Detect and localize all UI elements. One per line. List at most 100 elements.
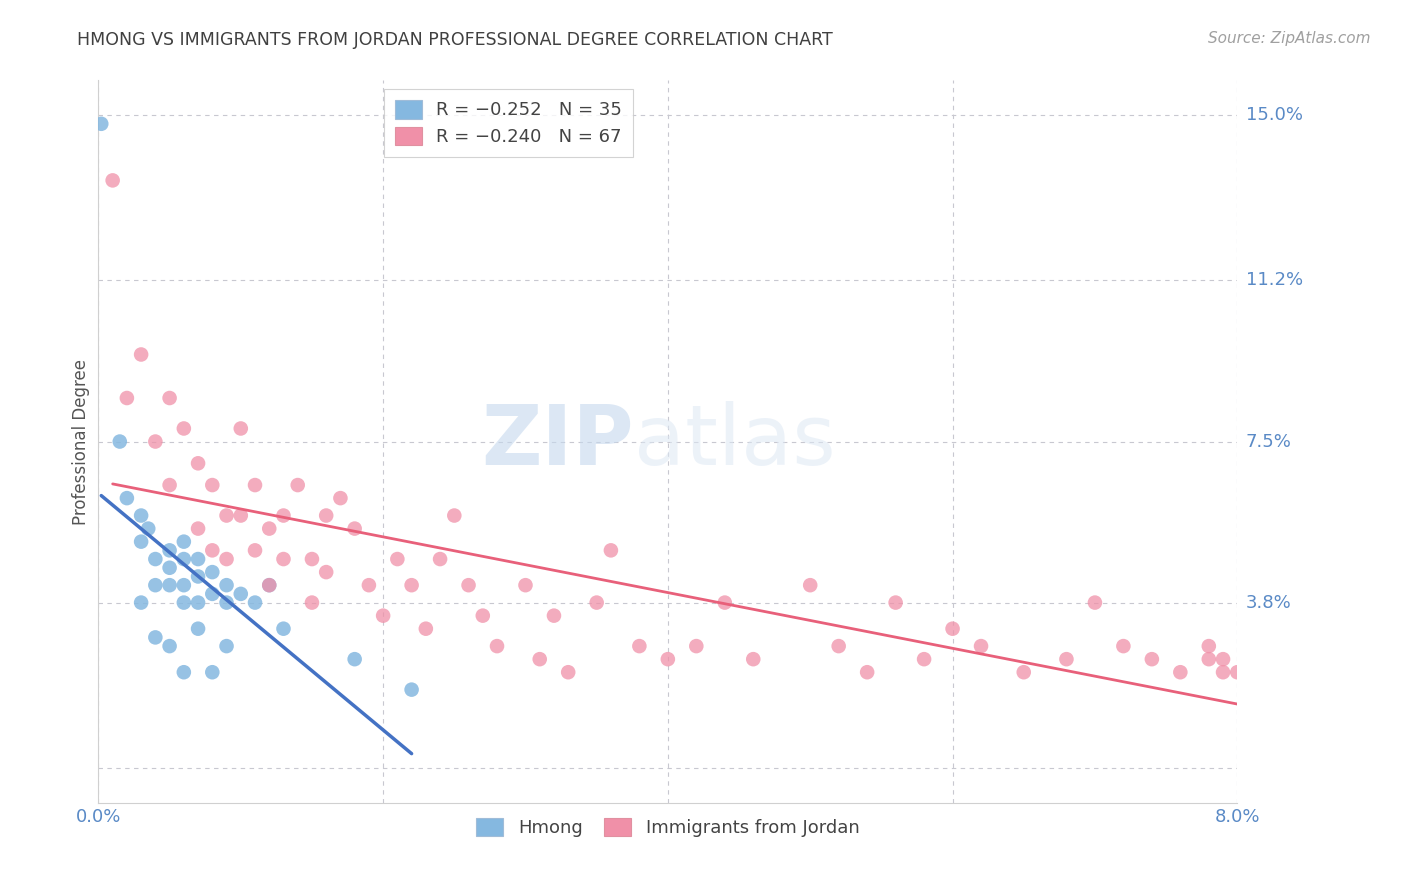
- Point: [187, 456, 209, 470]
- Text: 7.5%: 7.5%: [1246, 433, 1292, 450]
- Point: [159, 478, 181, 492]
- Point: [443, 508, 465, 523]
- Point: [259, 578, 281, 592]
- Point: [329, 491, 352, 505]
- Point: [187, 596, 209, 610]
- Point: [557, 665, 579, 680]
- Point: [1212, 652, 1234, 666]
- Point: [243, 478, 266, 492]
- Point: [173, 534, 195, 549]
- Legend: Hmong, Immigrants from Jordan: Hmong, Immigrants from Jordan: [470, 811, 866, 845]
- Text: HMONG VS IMMIGRANTS FROM JORDAN PROFESSIONAL DEGREE CORRELATION CHART: HMONG VS IMMIGRANTS FROM JORDAN PROFESSI…: [77, 31, 834, 49]
- Point: [115, 491, 138, 505]
- Point: [187, 522, 209, 536]
- Text: atlas: atlas: [634, 401, 835, 482]
- Point: [343, 652, 366, 666]
- Point: [515, 578, 537, 592]
- Point: [145, 434, 167, 449]
- Y-axis label: Professional Degree: Professional Degree: [72, 359, 90, 524]
- Point: [173, 552, 195, 566]
- Point: [429, 552, 451, 566]
- Point: [215, 508, 238, 523]
- Point: [187, 569, 209, 583]
- Point: [273, 622, 295, 636]
- Point: [159, 578, 181, 592]
- Point: [173, 421, 195, 435]
- Point: [229, 421, 252, 435]
- Point: [273, 552, 295, 566]
- Point: [187, 622, 209, 636]
- Point: [159, 561, 181, 575]
- Point: [173, 665, 195, 680]
- Point: [259, 522, 281, 536]
- Point: [243, 543, 266, 558]
- Point: [1084, 596, 1107, 610]
- Point: [1198, 639, 1220, 653]
- Point: [215, 578, 238, 592]
- Text: Source: ZipAtlas.com: Source: ZipAtlas.com: [1208, 31, 1371, 46]
- Point: [685, 639, 707, 653]
- Point: [1012, 665, 1035, 680]
- Point: [301, 552, 323, 566]
- Point: [108, 434, 131, 449]
- Point: [912, 652, 935, 666]
- Point: [173, 596, 195, 610]
- Point: [387, 552, 409, 566]
- Point: [970, 639, 993, 653]
- Point: [1226, 665, 1249, 680]
- Point: [657, 652, 679, 666]
- Point: [159, 543, 181, 558]
- Point: [301, 596, 323, 610]
- Point: [585, 596, 607, 610]
- Point: [371, 608, 394, 623]
- Point: [201, 478, 224, 492]
- Point: [714, 596, 737, 610]
- Point: [129, 508, 152, 523]
- Point: [343, 522, 366, 536]
- Text: ZIP: ZIP: [481, 401, 634, 482]
- Point: [145, 631, 167, 645]
- Point: [401, 578, 423, 592]
- Point: [457, 578, 479, 592]
- Text: 15.0%: 15.0%: [1246, 106, 1302, 124]
- Point: [201, 587, 224, 601]
- Point: [129, 534, 152, 549]
- Point: [145, 552, 167, 566]
- Point: [229, 587, 252, 601]
- Point: [315, 565, 337, 579]
- Point: [215, 639, 238, 653]
- Point: [259, 578, 281, 592]
- Point: [229, 508, 252, 523]
- Point: [1140, 652, 1163, 666]
- Point: [159, 391, 181, 405]
- Point: [942, 622, 965, 636]
- Point: [215, 552, 238, 566]
- Point: [201, 543, 224, 558]
- Point: [1112, 639, 1135, 653]
- Point: [799, 578, 821, 592]
- Point: [159, 639, 181, 653]
- Point: [357, 578, 380, 592]
- Point: [486, 639, 509, 653]
- Point: [201, 565, 224, 579]
- Point: [115, 391, 138, 405]
- Point: [742, 652, 765, 666]
- Point: [628, 639, 651, 653]
- Point: [145, 578, 167, 592]
- Point: [884, 596, 907, 610]
- Point: [600, 543, 623, 558]
- Point: [1198, 652, 1220, 666]
- Point: [273, 508, 295, 523]
- Point: [243, 596, 266, 610]
- Point: [1212, 665, 1234, 680]
- Point: [315, 508, 337, 523]
- Point: [1170, 665, 1192, 680]
- Point: [215, 596, 238, 610]
- Point: [136, 522, 159, 536]
- Point: [471, 608, 494, 623]
- Point: [173, 578, 195, 592]
- Point: [856, 665, 879, 680]
- Point: [101, 173, 124, 187]
- Point: [415, 622, 437, 636]
- Point: [529, 652, 551, 666]
